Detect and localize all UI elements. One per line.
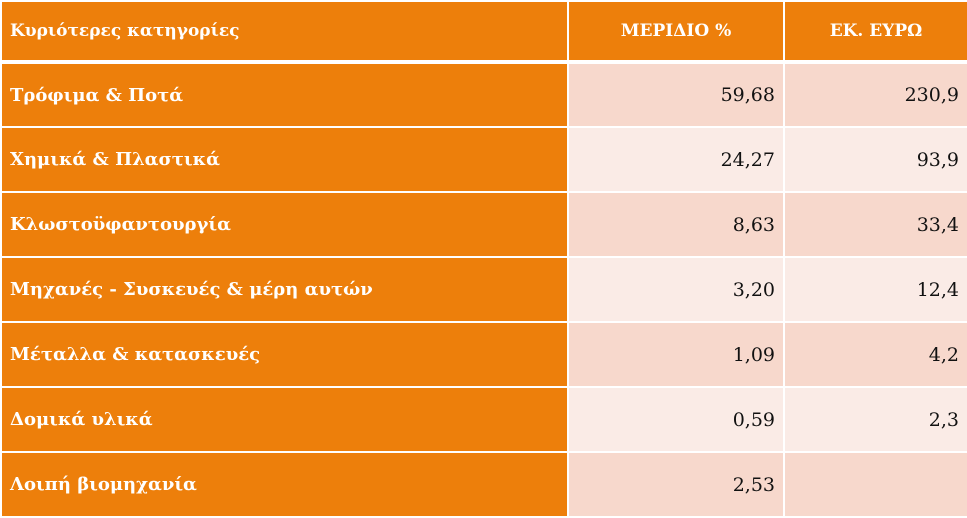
- amount-cell: 4,2: [783, 321, 967, 388]
- table-row: Δομικά υλικά 0,59 2,3: [0, 386, 967, 453]
- amount-cell: 33,4: [783, 191, 967, 258]
- amount-cell: [783, 451, 967, 518]
- share-cell: 8,63: [567, 191, 785, 258]
- category-cell: Μέταλλα & κατασκευές: [0, 321, 569, 388]
- amount-cell: 12,4: [783, 256, 967, 323]
- share-cell: 3,20: [567, 256, 785, 323]
- header-category: Κυριότερες κατηγορίες: [0, 0, 569, 64]
- table-row: Μηχανές - Συσκευές & μέρη αυτών 3,20 12,…: [0, 256, 967, 323]
- category-cell: Μηχανές - Συσκευές & μέρη αυτών: [0, 256, 569, 323]
- category-cell: Δομικά υλικά: [0, 386, 569, 453]
- category-cell: Κλωστοϋφαντουργία: [0, 191, 569, 258]
- table-row: Χημικά & Πλαστικά 24,27 93,9: [0, 126, 967, 193]
- amount-cell: 2,3: [783, 386, 967, 453]
- share-cell: 24,27: [567, 126, 785, 193]
- header-row: Κυριότερες κατηγορίες ΜΕΡΙΔΙΟ % ΕΚ. ΕΥΡΩ: [0, 0, 967, 64]
- table-row: Τρόφιμα & Ποτά 59,68 230,9: [0, 61, 967, 128]
- header-share: ΜΕΡΙΔΙΟ %: [567, 0, 785, 64]
- table-row: Μέταλλα & κατασκευές 1,09 4,2: [0, 321, 967, 388]
- amount-cell: 93,9: [783, 126, 967, 193]
- table-row: Λοιπή βιομηχανία 2,53: [0, 451, 967, 518]
- share-cell: 0,59: [567, 386, 785, 453]
- header-amount: ΕΚ. ΕΥΡΩ: [783, 0, 967, 64]
- table-row: Κλωστοϋφαντουργία 8,63 33,4: [0, 191, 967, 258]
- category-cell: Λοιπή βιομηχανία: [0, 451, 569, 518]
- category-cell: Τρόφιμα & Ποτά: [0, 61, 569, 128]
- category-cell: Χημικά & Πλαστικά: [0, 126, 569, 193]
- share-cell: 2,53: [567, 451, 785, 518]
- share-cell: 59,68: [567, 61, 785, 128]
- amount-cell: 230,9: [783, 61, 967, 128]
- share-cell: 1,09: [567, 321, 785, 388]
